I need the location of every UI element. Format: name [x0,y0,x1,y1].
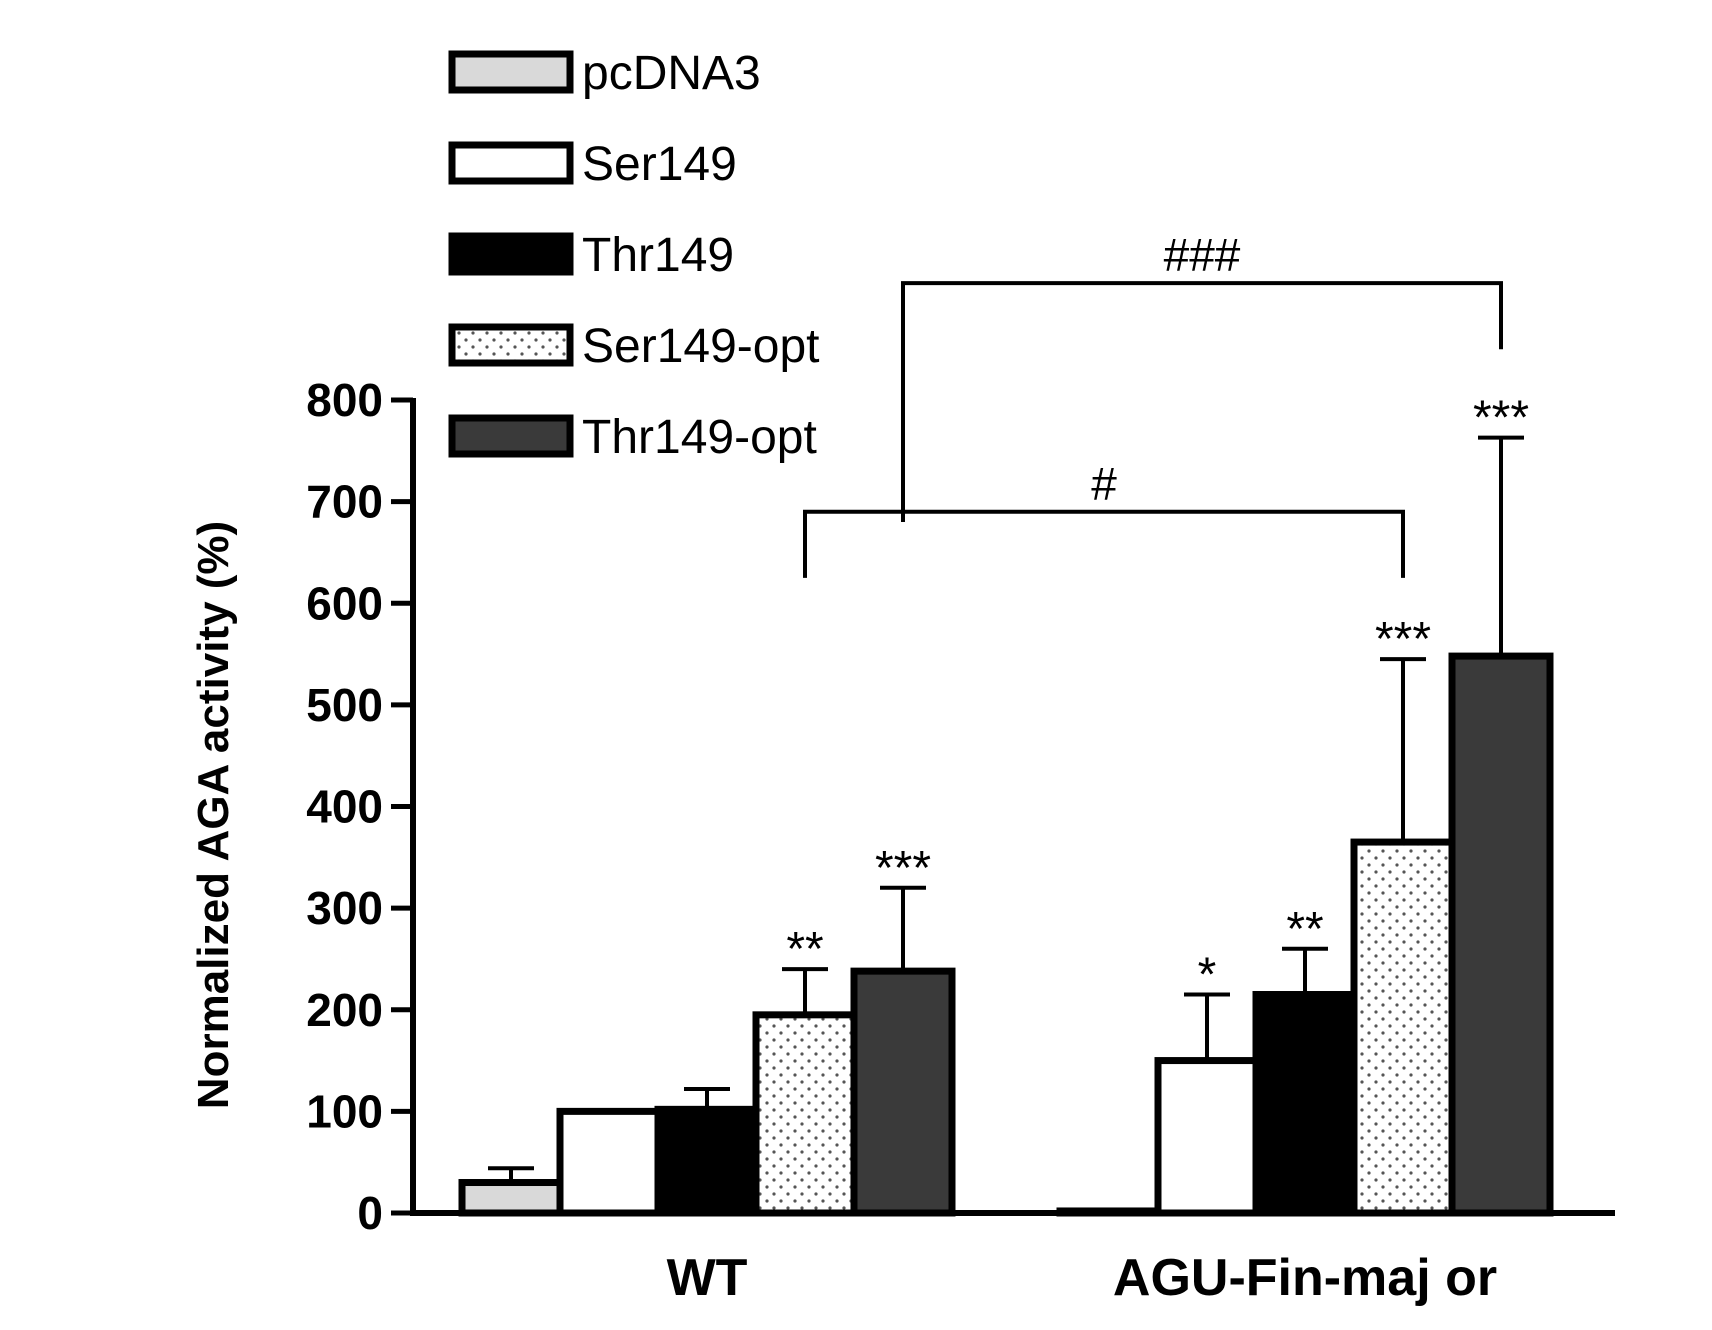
y-axis-label: Normalized AGA activity (%) [189,521,238,1109]
y-axis: 0 100 200 300 400 500 600 700 800 [306,374,416,1239]
comparison-brackets-group: #### [803,229,1503,578]
y-tick-label: 700 [306,476,383,528]
bar [1056,1207,1162,1217]
x-category-label: WT [667,1249,748,1307]
y-tick-label: 600 [306,577,383,629]
legend-label: Ser149-opt [582,320,820,373]
bar [556,1107,662,1217]
legend-swatch [448,141,574,185]
legend-label: Thr149 [582,229,734,282]
comparison-bracket [901,281,1503,522]
bar [458,1179,564,1217]
significance-group: ************** [786,392,1529,1002]
bars-group [458,652,1554,1217]
significance-mark: *** [1473,392,1529,445]
significance-mark: *** [875,842,931,895]
y-tick-label: 300 [306,882,383,934]
y-tick-label: 800 [306,374,383,426]
legend-swatch [448,323,574,367]
y-tick-label: 100 [306,1085,383,1137]
bar [1154,1057,1260,1217]
legend-swatch [448,414,574,458]
legend: pcDNA3 Ser149 Thr149 Ser149-opt Thr149-opt [448,47,820,464]
bar [1448,652,1554,1217]
legend-label: pcDNA3 [582,47,761,100]
y-tick-label: 500 [306,679,383,731]
bar [850,967,956,1217]
comparison-bracket [803,509,1405,578]
bar [1350,838,1456,1217]
x-axis: WT AGU-Fin-maj or [410,1210,1615,1307]
legend-label: Thr149-opt [582,411,817,464]
y-tick-label: 400 [306,781,383,833]
bar [1252,991,1358,1217]
comparison-label: # [1091,458,1117,510]
significance-mark: * [1198,949,1217,1002]
significance-mark: *** [1375,613,1431,666]
y-tick-label: 0 [357,1187,383,1239]
legend-swatch [448,232,574,276]
legend-label: Ser149 [582,138,737,191]
legend-swatch [448,50,574,94]
bar [752,1011,858,1217]
significance-mark: ** [786,923,823,976]
comparison-label: ### [1164,229,1241,281]
y-tick-label: 200 [306,984,383,1036]
bar [654,1105,760,1217]
error-bars-group [488,435,1524,1183]
x-category-label: AGU-Fin-maj or [1113,1249,1497,1307]
significance-mark: ** [1286,903,1323,956]
